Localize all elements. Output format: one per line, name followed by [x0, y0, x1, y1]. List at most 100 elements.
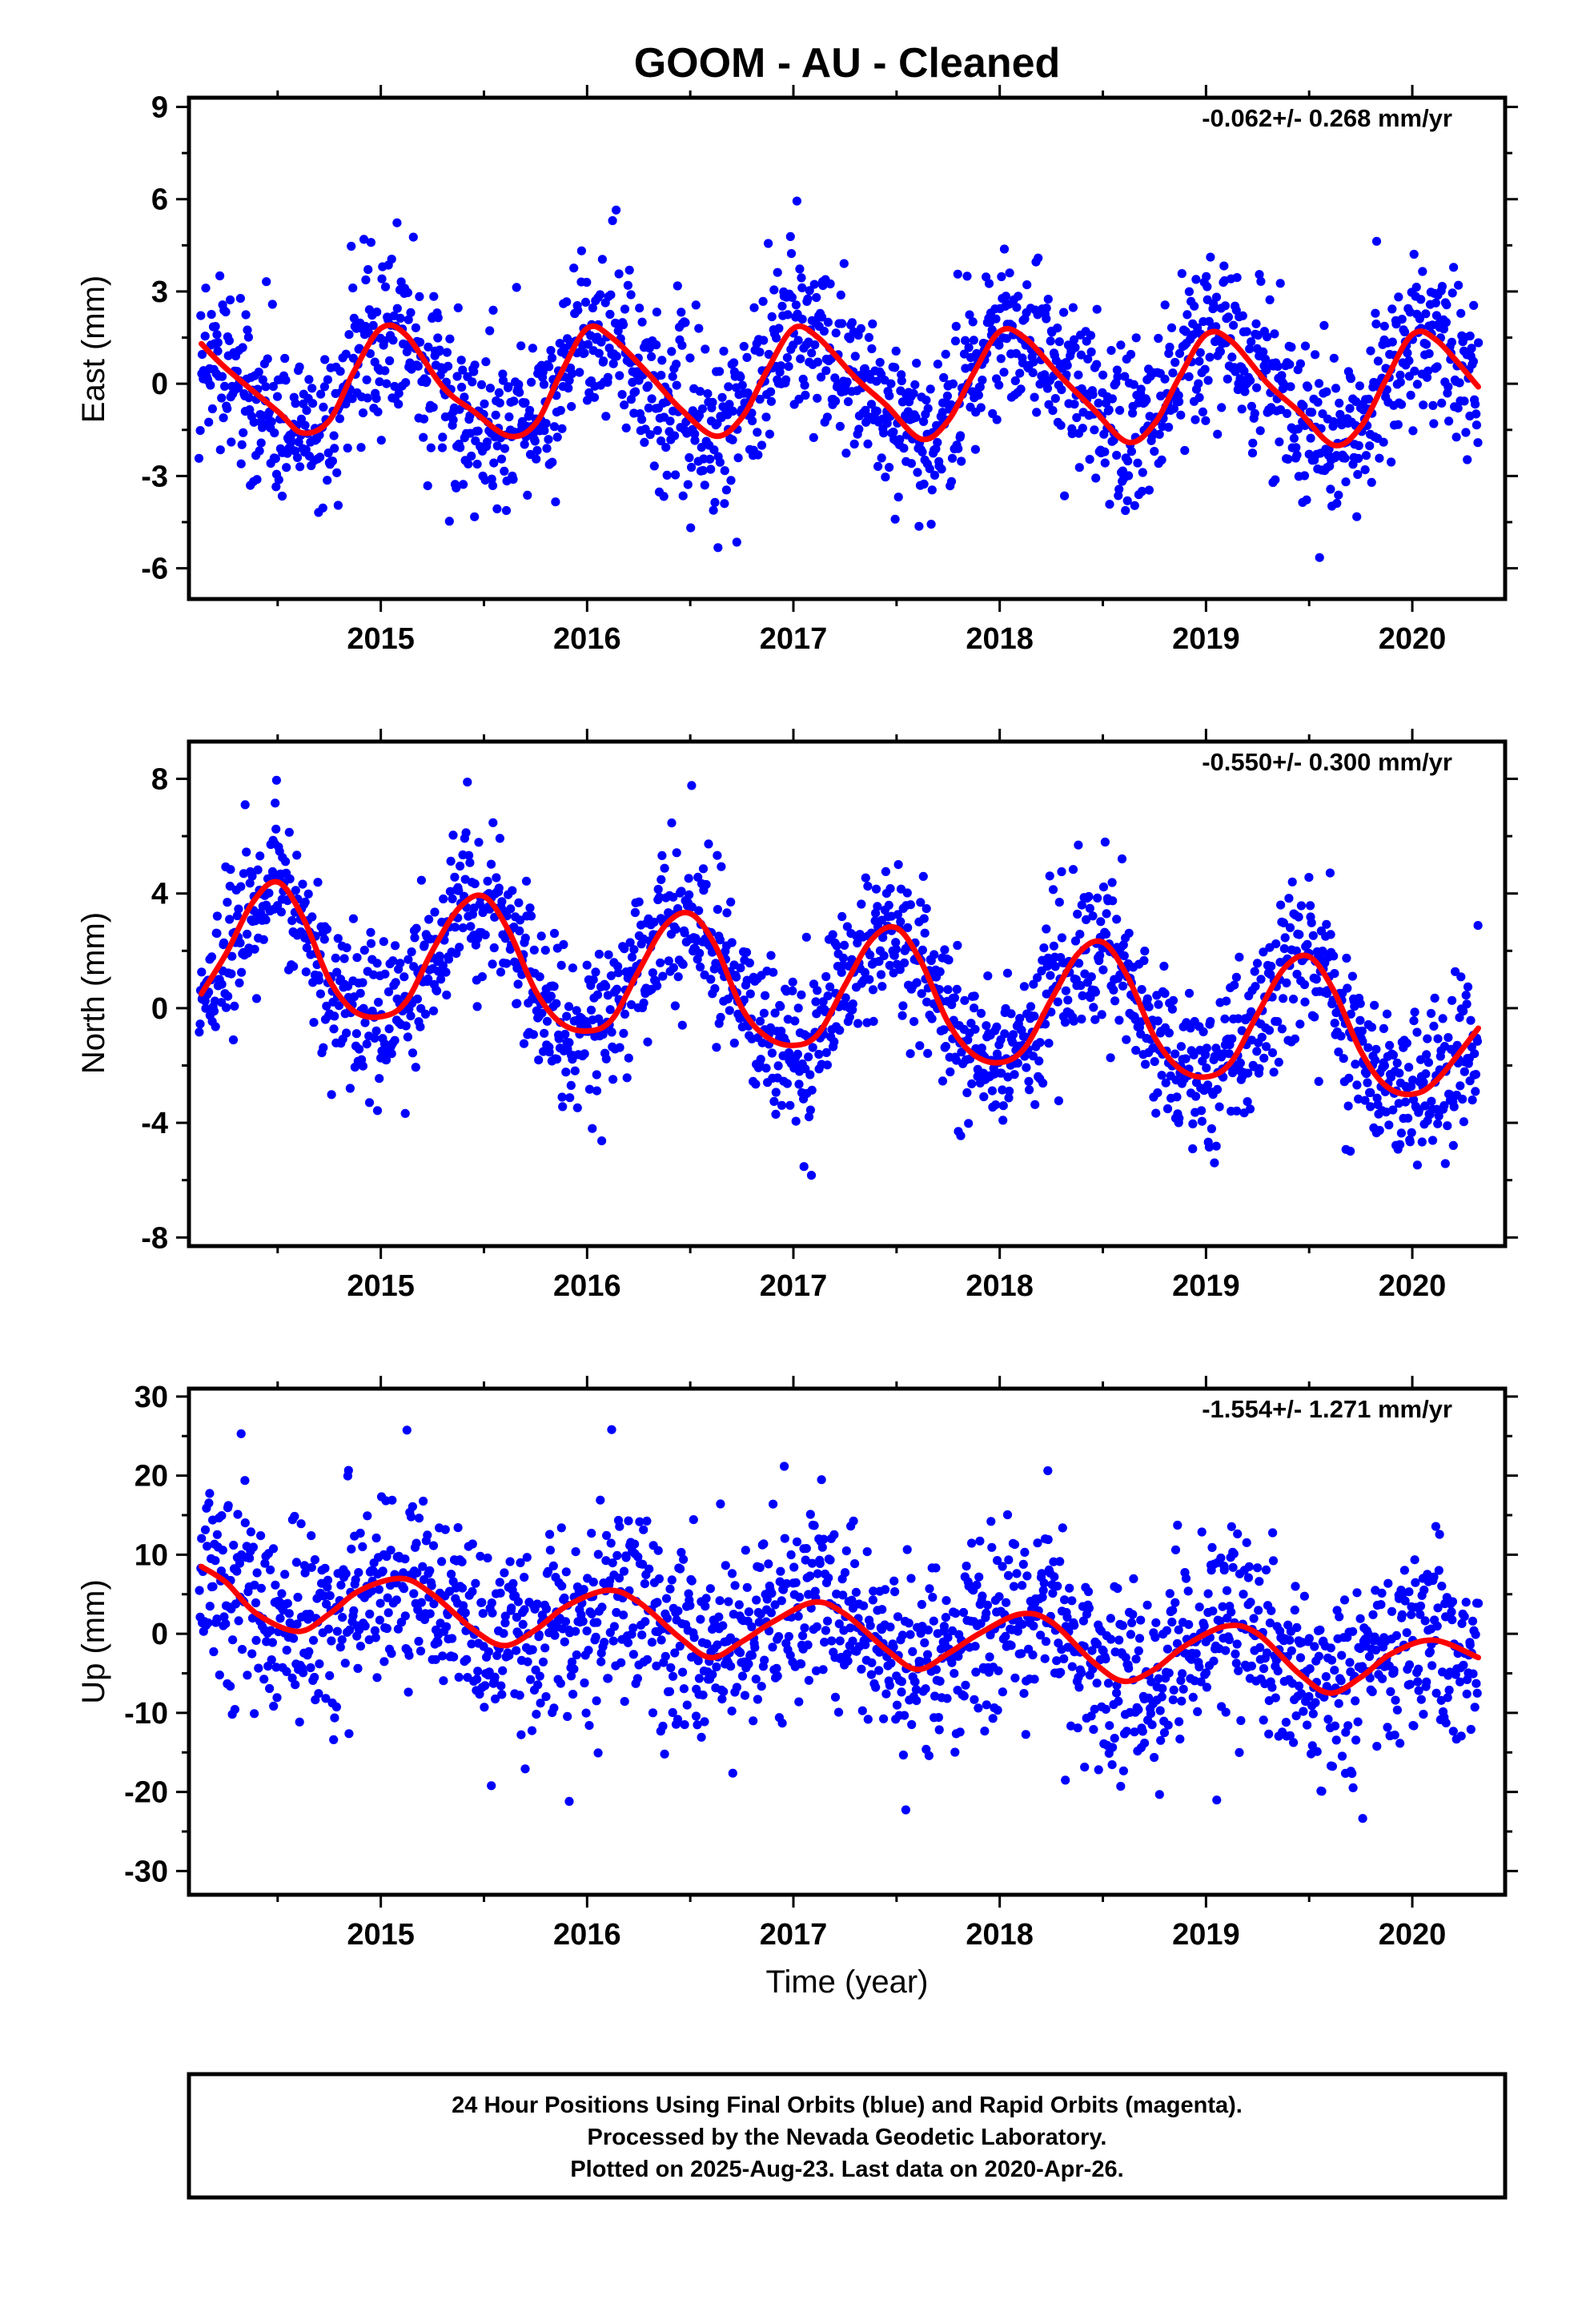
north-point: [612, 984, 622, 994]
north-point: [1336, 1031, 1346, 1041]
up-point: [404, 1651, 414, 1660]
up-point: [877, 1605, 887, 1614]
east-point: [1443, 382, 1453, 392]
up-point: [1020, 1547, 1030, 1557]
up-point: [560, 1593, 569, 1602]
up-point: [591, 1632, 600, 1642]
north-point: [1204, 1142, 1214, 1152]
north-point: [444, 955, 454, 964]
north-point: [494, 883, 504, 893]
east-point: [1180, 445, 1190, 456]
north-point: [486, 859, 496, 869]
up-point: [1101, 1655, 1110, 1664]
north-point: [1280, 933, 1290, 943]
east-point: [1150, 447, 1159, 456]
north-point: [1033, 973, 1042, 983]
east-point: [621, 423, 631, 433]
north-point: [794, 1080, 804, 1089]
north-point: [319, 1043, 328, 1052]
north-point: [450, 872, 460, 882]
east-point: [1404, 356, 1414, 365]
east-point: [215, 445, 225, 455]
north-point: [622, 1073, 632, 1083]
up-point: [205, 1602, 215, 1611]
east-point: [1122, 496, 1132, 505]
east-point: [1461, 428, 1471, 437]
up-point: [1121, 1653, 1130, 1663]
north-point: [790, 1016, 800, 1026]
east-point: [1229, 320, 1239, 330]
up-point: [685, 1601, 695, 1610]
up-point: [1106, 1614, 1115, 1623]
north-point: [227, 969, 236, 979]
up-point: [520, 1764, 530, 1774]
up-point: [579, 1585, 588, 1594]
north-point: [497, 897, 507, 907]
up-point: [912, 1696, 921, 1706]
north-point: [1255, 1063, 1264, 1073]
east-point: [672, 360, 681, 369]
north-point: [1290, 1034, 1300, 1043]
up-point: [907, 1719, 917, 1730]
north-point: [759, 1008, 769, 1018]
up-point: [911, 1685, 921, 1695]
east-point: [458, 365, 468, 375]
north-point: [615, 1043, 624, 1052]
north-point: [303, 889, 313, 899]
north-point: [1318, 947, 1327, 956]
north-point: [549, 928, 560, 939]
up-point: [416, 1598, 427, 1607]
up-point: [323, 1624, 333, 1634]
north-point: [1251, 982, 1260, 991]
east-point: [772, 333, 781, 343]
up-point: [971, 1667, 981, 1677]
east-point: [363, 328, 373, 338]
east-point: [764, 349, 773, 360]
east-point: [396, 313, 405, 323]
north-point: [352, 953, 362, 963]
up-point: [1106, 1634, 1116, 1644]
east-point: [480, 399, 489, 408]
east-point: [1449, 263, 1459, 272]
north-point: [1004, 1093, 1014, 1103]
east-point: [777, 301, 787, 311]
north-point: [1160, 989, 1170, 999]
up-point: [915, 1657, 925, 1667]
east-point: [1259, 347, 1268, 356]
up-point: [566, 1671, 576, 1681]
up-point: [760, 1655, 769, 1665]
north-point: [1473, 921, 1483, 931]
east-point: [720, 499, 729, 509]
up-point: [1114, 1635, 1124, 1645]
up-point: [472, 1675, 482, 1684]
up-point: [824, 1573, 833, 1582]
north-point: [1046, 971, 1055, 980]
east-point: [831, 396, 841, 406]
north-point: [406, 1011, 416, 1021]
north-point: [1458, 1094, 1468, 1104]
up-point: [235, 1558, 244, 1568]
up-point: [1156, 1735, 1166, 1745]
east-point: [812, 292, 821, 303]
up-point: [647, 1638, 657, 1647]
north-point: [271, 775, 281, 785]
east-point: [223, 404, 232, 413]
up-point: [1003, 1570, 1014, 1580]
north-point: [1395, 1068, 1404, 1078]
east-points: [194, 196, 1484, 562]
east-point: [637, 317, 647, 327]
north-point: [400, 972, 409, 982]
up-point: [1168, 1695, 1178, 1705]
north-point: [799, 1162, 809, 1172]
north-point: [1181, 1054, 1191, 1063]
north-point: [1082, 915, 1091, 924]
east-point: [489, 458, 499, 468]
east-point: [816, 372, 826, 382]
east-point: [1465, 332, 1475, 341]
east-point: [363, 265, 373, 275]
east-point: [758, 296, 768, 306]
up-point: [879, 1714, 889, 1723]
east-point: [1275, 437, 1284, 447]
east-point: [256, 438, 266, 448]
